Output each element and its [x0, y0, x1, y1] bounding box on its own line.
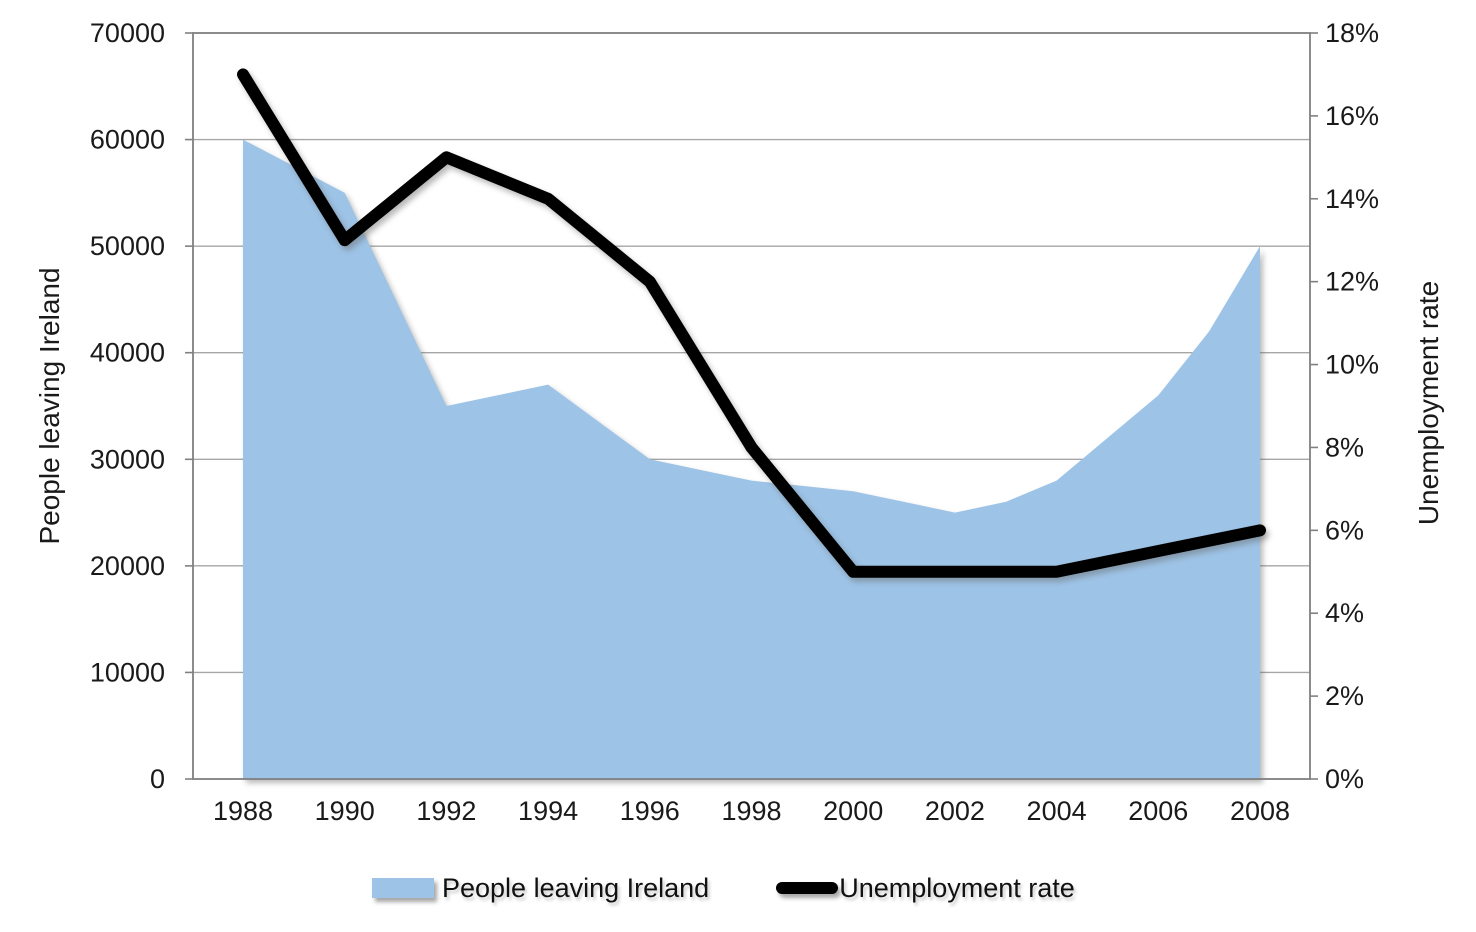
y-left-tick-label: 60000	[90, 125, 165, 155]
y-left-tick-label: 0	[150, 764, 165, 794]
legend-line-swatch	[776, 882, 839, 894]
plot-border	[192, 32, 1311, 780]
y-left-tick-label: 20000	[90, 551, 165, 581]
y-right-tick-label: 12%	[1325, 267, 1379, 297]
y-right-tick-label: 10%	[1325, 350, 1379, 380]
y-left-tick-label: 50000	[90, 231, 165, 261]
y-right-tick-label: 18%	[1325, 18, 1379, 48]
area-series-people-leaving-ireland	[243, 139, 1260, 780]
x-tick-label: 2008	[1230, 796, 1290, 826]
y-right-tick-label: 2%	[1325, 681, 1364, 711]
x-tick-label: 1996	[620, 796, 680, 826]
y-right-tick-label: 4%	[1325, 598, 1364, 628]
x-tick-label: 1990	[315, 796, 375, 826]
legend: People leaving Ireland Unemployment rate	[372, 871, 1075, 905]
x-tick-label: 2004	[1027, 796, 1087, 826]
y-right-tick-label: 16%	[1325, 101, 1379, 131]
x-tick-label: 2006	[1128, 796, 1188, 826]
y-left-tick-label: 40000	[90, 338, 165, 368]
x-tick-label: 1988	[213, 796, 273, 826]
y-right-tick-label: 6%	[1325, 515, 1364, 545]
y-left-tick-label: 70000	[90, 18, 165, 48]
x-tick-label: 2000	[823, 796, 883, 826]
y-axis-title-left: People leaving Ireland	[34, 267, 65, 545]
legend-area-swatch	[372, 878, 434, 898]
y-right-tick-label: 14%	[1325, 184, 1379, 214]
legend-label-people-leaving-ireland: People leaving Ireland	[442, 872, 710, 903]
legend-label-unemployment-rate: Unemployment rate	[839, 872, 1075, 903]
y-right-tick-label: 0%	[1325, 764, 1364, 794]
x-tick-label: 2002	[925, 796, 985, 826]
y-axis-title-right: Unemployment rate	[1413, 280, 1444, 526]
x-tick-label: 1998	[721, 796, 781, 826]
x-tick-label: 1992	[416, 796, 476, 826]
x-tick-label: 1994	[518, 796, 578, 826]
y-left-tick-label: 30000	[90, 444, 165, 474]
line-series-unemployment-rate	[237, 68, 1266, 578]
y-left-tick-label: 10000	[90, 657, 165, 687]
y-right-tick-label: 8%	[1325, 432, 1364, 462]
